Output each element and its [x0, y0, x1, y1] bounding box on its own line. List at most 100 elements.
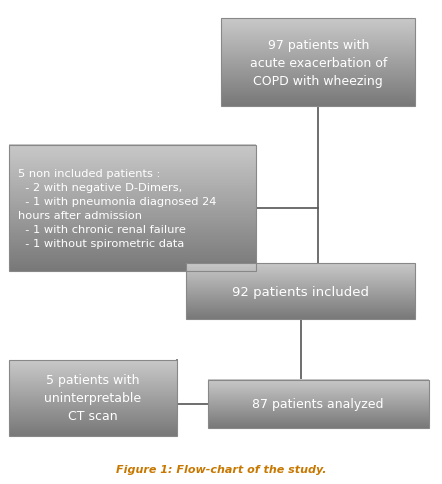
Bar — [186, 287, 415, 288]
Bar — [208, 405, 429, 406]
Bar — [221, 70, 415, 71]
Bar — [221, 83, 415, 84]
Bar — [9, 205, 256, 206]
Bar — [221, 101, 415, 102]
Bar — [208, 409, 429, 410]
Bar — [9, 374, 177, 375]
Bar — [186, 308, 415, 309]
Bar — [221, 81, 415, 82]
Bar — [186, 288, 415, 289]
Bar — [9, 203, 256, 205]
Bar — [186, 281, 415, 282]
Bar — [9, 259, 256, 260]
Bar — [186, 302, 415, 303]
Bar — [221, 100, 415, 101]
Bar — [9, 169, 256, 170]
Bar — [9, 262, 256, 264]
Bar — [208, 395, 429, 396]
Bar — [221, 60, 415, 61]
Bar — [9, 423, 177, 424]
Bar — [221, 79, 415, 80]
Bar — [9, 175, 256, 177]
Bar — [221, 96, 415, 97]
Bar — [9, 434, 177, 435]
Bar — [208, 427, 429, 428]
Bar — [208, 400, 429, 401]
Bar — [208, 383, 429, 384]
Bar — [9, 154, 256, 156]
Bar — [221, 91, 415, 93]
Bar — [208, 389, 429, 390]
Bar — [208, 419, 429, 420]
Bar — [208, 418, 429, 419]
Bar — [9, 391, 177, 392]
Bar — [9, 251, 256, 252]
Bar — [208, 420, 429, 421]
Bar — [186, 269, 415, 270]
Bar — [9, 373, 177, 374]
Bar — [9, 145, 256, 271]
Bar — [186, 277, 415, 278]
Bar — [186, 271, 415, 272]
Bar — [186, 297, 415, 298]
Bar — [186, 270, 415, 271]
Bar — [9, 245, 256, 247]
Bar — [208, 386, 429, 387]
Bar — [221, 68, 415, 69]
Bar — [208, 424, 429, 425]
Bar — [208, 414, 429, 415]
Bar — [9, 398, 177, 399]
Bar — [9, 414, 177, 415]
Bar — [221, 97, 415, 98]
Bar — [221, 92, 415, 93]
Bar — [9, 150, 256, 151]
Bar — [9, 423, 177, 424]
Bar — [221, 75, 415, 76]
Bar — [221, 23, 415, 24]
Bar — [186, 279, 415, 280]
Bar — [208, 410, 429, 411]
Bar — [9, 405, 177, 406]
Bar — [186, 306, 415, 307]
Bar — [208, 392, 429, 393]
Bar — [208, 427, 429, 428]
Bar — [9, 174, 256, 176]
Bar — [9, 168, 256, 169]
Bar — [9, 198, 256, 200]
Bar — [186, 310, 415, 311]
Bar — [9, 155, 256, 157]
Bar — [208, 380, 429, 381]
Bar — [9, 228, 256, 230]
Bar — [208, 422, 429, 423]
Bar — [9, 368, 177, 369]
Bar — [9, 183, 256, 185]
Bar — [221, 65, 415, 66]
Bar — [186, 302, 415, 303]
Bar — [208, 424, 429, 425]
Bar — [208, 405, 429, 406]
Bar — [9, 393, 177, 394]
Bar — [9, 375, 177, 376]
Bar — [9, 166, 256, 167]
Bar — [221, 68, 415, 70]
Bar — [221, 22, 415, 23]
Bar — [208, 391, 429, 392]
Bar — [186, 264, 415, 265]
Bar — [186, 272, 415, 273]
Bar — [208, 382, 429, 383]
Bar — [9, 413, 177, 414]
Bar — [9, 260, 256, 262]
Bar — [186, 294, 415, 295]
Bar — [9, 226, 256, 227]
Bar — [221, 35, 415, 36]
Bar — [221, 46, 415, 47]
Bar — [186, 292, 415, 293]
Bar — [208, 381, 429, 382]
Bar — [208, 409, 429, 410]
Bar — [186, 276, 415, 277]
Bar — [9, 376, 177, 377]
Bar — [9, 210, 256, 212]
Bar — [186, 268, 415, 269]
Bar — [186, 273, 415, 274]
Bar — [221, 87, 415, 89]
